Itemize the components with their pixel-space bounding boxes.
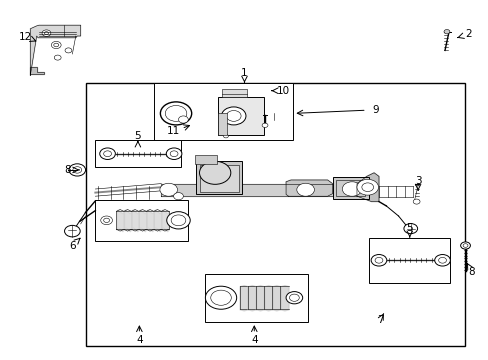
Bar (95, 200, 188, 241)
Bar (332, 177, 368, 199)
Circle shape (205, 286, 236, 309)
Circle shape (54, 43, 59, 47)
Bar (95, 140, 181, 167)
Circle shape (374, 257, 382, 263)
Circle shape (170, 151, 178, 157)
Circle shape (434, 255, 449, 266)
Circle shape (103, 151, 111, 157)
Circle shape (64, 225, 80, 237)
Circle shape (210, 290, 231, 305)
Circle shape (73, 167, 81, 173)
Circle shape (166, 212, 190, 229)
Circle shape (54, 55, 61, 60)
Polygon shape (285, 180, 332, 196)
Text: 11: 11 (166, 126, 180, 136)
Bar (194, 155, 216, 164)
Circle shape (51, 41, 61, 49)
Bar (217, 113, 227, 135)
Circle shape (226, 111, 241, 121)
Text: 5: 5 (406, 222, 412, 233)
Circle shape (173, 193, 183, 200)
Bar (217, 97, 264, 135)
Text: 3: 3 (414, 176, 421, 186)
Bar (222, 89, 246, 97)
Circle shape (180, 117, 186, 122)
Circle shape (178, 116, 188, 123)
Circle shape (356, 179, 378, 195)
Circle shape (262, 123, 267, 127)
Text: 1: 1 (241, 68, 247, 78)
Circle shape (44, 32, 48, 35)
Circle shape (361, 183, 373, 192)
Circle shape (460, 242, 469, 249)
Text: 4: 4 (250, 335, 257, 345)
Text: 6: 6 (69, 240, 76, 251)
Text: 9: 9 (371, 105, 378, 115)
Circle shape (160, 102, 191, 125)
Circle shape (171, 215, 185, 226)
Circle shape (285, 292, 302, 304)
Circle shape (101, 216, 112, 225)
Circle shape (370, 255, 386, 266)
Circle shape (223, 134, 228, 138)
Circle shape (462, 244, 467, 247)
Bar (154, 83, 293, 140)
Circle shape (160, 183, 177, 196)
Text: 5: 5 (134, 131, 141, 141)
Polygon shape (30, 67, 44, 74)
Bar (85, 83, 464, 346)
Text: 7: 7 (376, 315, 383, 325)
Circle shape (65, 48, 72, 53)
Bar (199, 165, 238, 192)
Circle shape (103, 218, 109, 222)
Circle shape (166, 148, 182, 159)
Circle shape (100, 148, 115, 159)
Circle shape (403, 224, 417, 234)
Circle shape (42, 30, 51, 36)
Text: 8: 8 (468, 267, 474, 277)
Text: 2: 2 (464, 29, 471, 39)
Bar (205, 274, 307, 322)
Circle shape (412, 199, 419, 204)
Text: 10: 10 (277, 86, 289, 96)
Polygon shape (30, 25, 81, 76)
Text: 4: 4 (136, 335, 142, 345)
Circle shape (221, 107, 245, 125)
Polygon shape (161, 184, 332, 196)
Circle shape (289, 294, 299, 301)
Circle shape (296, 183, 314, 196)
Circle shape (342, 182, 361, 196)
Bar (195, 161, 242, 194)
Text: 8: 8 (64, 165, 71, 175)
Circle shape (438, 257, 446, 263)
Circle shape (443, 30, 449, 34)
Circle shape (199, 161, 230, 184)
Text: 12: 12 (19, 32, 32, 42)
Bar (368, 238, 449, 283)
Circle shape (165, 105, 186, 121)
Polygon shape (356, 173, 378, 202)
Circle shape (69, 164, 85, 176)
Bar (336, 180, 364, 196)
